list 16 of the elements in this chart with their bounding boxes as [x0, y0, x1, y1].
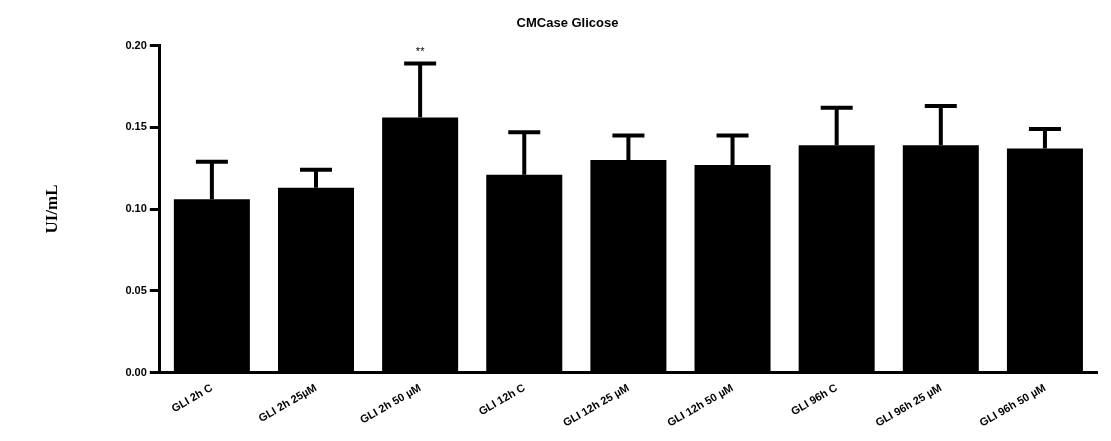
y-tick-label: 0.20: [125, 38, 147, 51]
y-tick-label: 0.00: [125, 365, 147, 378]
x-tick-label: GLI 12h 50 µM: [664, 381, 736, 429]
x-tick-label: GLI 12h C: [476, 381, 527, 418]
x-tick-label: GLI 96h 25 µM: [873, 381, 944, 429]
y-axis-title: UI/mL: [41, 184, 61, 234]
y-tick-label: 0.15: [125, 120, 147, 133]
annotation: **: [415, 45, 426, 58]
y-tick-label: 0.05: [125, 283, 147, 296]
y-tick-label: 0.10: [125, 202, 147, 215]
x-tick-label: GLI 2h C: [169, 381, 215, 415]
x-tick-label: GLI 96h 50 µM: [977, 381, 1048, 429]
x-tick-label: GLI 96h C: [788, 381, 840, 418]
x-tick-label: GLI 2h 50 µM: [357, 381, 423, 426]
chart-title: CMCase Glicose: [516, 15, 619, 31]
x-tick-label: GLI 12h 25 µM: [560, 381, 631, 429]
